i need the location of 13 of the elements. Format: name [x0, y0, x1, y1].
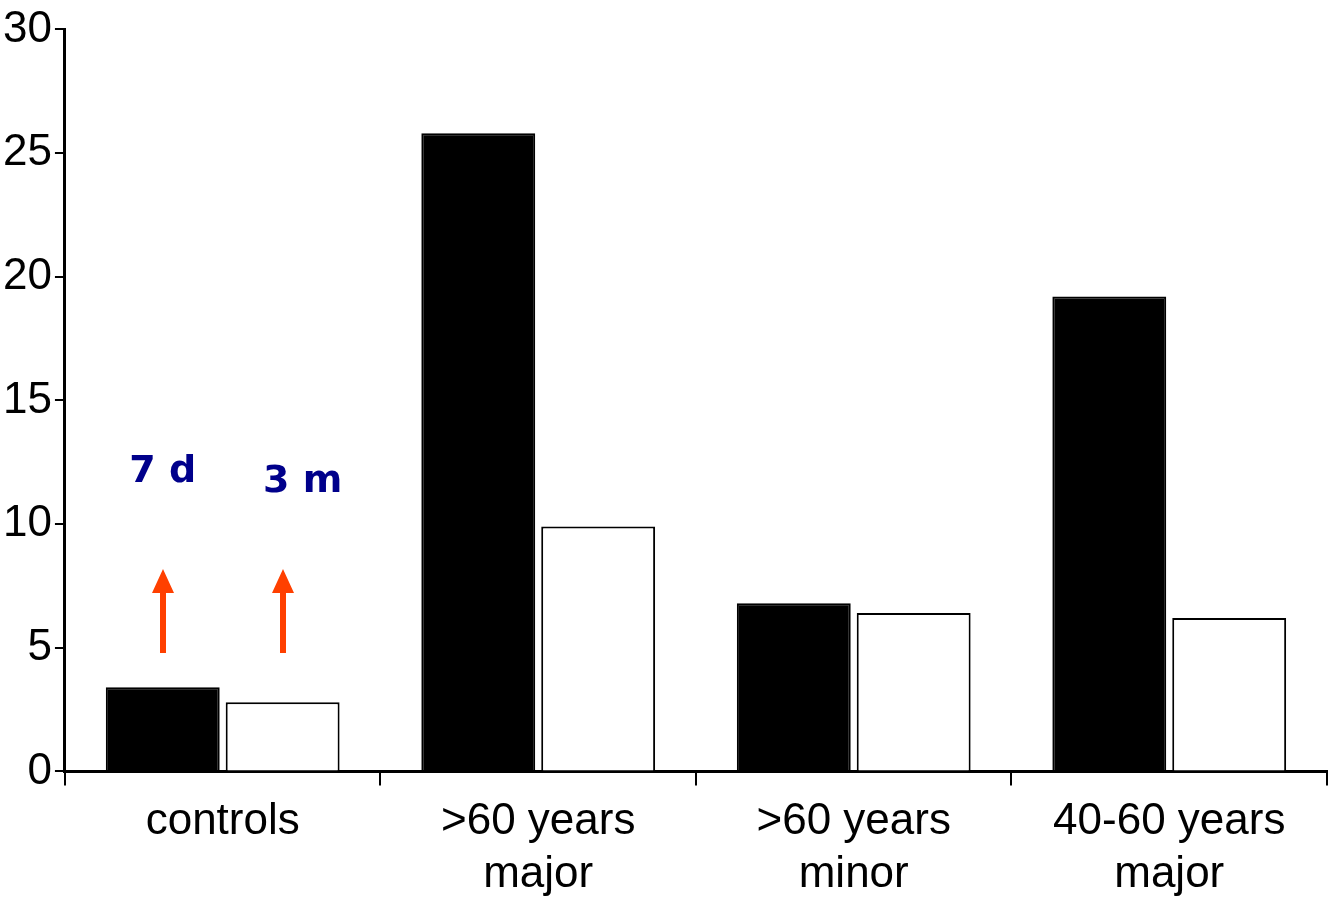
y-tick-label: 15 [2, 372, 52, 422]
x-tick-label: 40-60 years major [1053, 793, 1286, 896]
y-tick-label: 0 [27, 743, 52, 793]
x-tick-label: >60 years major [440, 793, 636, 896]
y-tick-label: 30 [2, 1, 52, 51]
y-tick-label: 25 [2, 125, 52, 175]
x-tick-label: controls [145, 793, 300, 843]
annotation: 3 m [263, 456, 343, 501]
annotation: 7 d [129, 446, 197, 491]
y-tick-label: 5 [27, 619, 52, 669]
y-tick-label: 20 [2, 248, 52, 298]
x-tick-label: >60 years minor [756, 793, 951, 896]
y-tick-label: 10 [2, 496, 52, 546]
